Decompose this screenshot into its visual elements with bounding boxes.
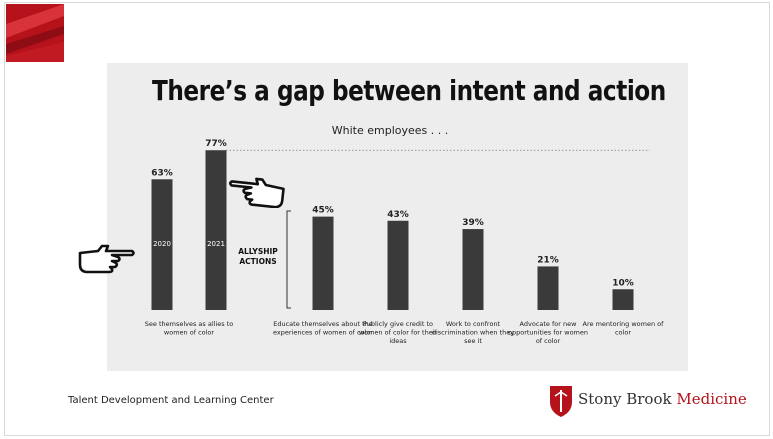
category-label: Educate themselves about the experiences …	[273, 320, 373, 337]
bar	[312, 216, 334, 310]
category-label: Work to confront discrimination when they…	[432, 320, 514, 345]
data-label: 77%	[205, 139, 227, 149]
allyship-label-line2: ACTIONS	[239, 257, 276, 266]
footer-text: Talent Development and Learning Center	[68, 395, 274, 406]
bar	[151, 179, 173, 310]
logo-name: Stony Brook	[578, 390, 672, 408]
bar-year-label: 2020	[153, 240, 171, 248]
logo-accent: Medicine	[676, 390, 747, 408]
pointing-hand-right-icon	[78, 244, 135, 274]
category-label: Advocate for new opportunities for women o…	[508, 320, 588, 345]
data-label: 45%	[312, 206, 334, 216]
stony-brook-medicine-logo: Stony Brook Medicine	[548, 384, 747, 420]
pointing-hand-left-icon	[228, 177, 285, 208]
data-label: 10%	[612, 278, 634, 288]
chart-subtitle: White employees . . .	[331, 124, 449, 137]
bar	[387, 220, 409, 310]
corner-logo-icon	[6, 4, 64, 62]
category-label: Publicly give credit to women of color fo…	[359, 320, 438, 345]
data-label: 43%	[387, 210, 409, 220]
logo-text: Stony Brook Medicine	[578, 390, 747, 408]
allyship-bracket	[286, 210, 291, 309]
slide-border	[4, 2, 770, 436]
bar	[612, 289, 634, 310]
bar-year-label: 2021	[207, 240, 225, 248]
category-label: See themselves as allies to women of colo…	[145, 320, 234, 337]
allyship-label-line1: ALLYSHIP	[238, 247, 278, 256]
page-title: There’s a gap between intent and action	[152, 74, 666, 107]
bar	[462, 229, 484, 310]
bar	[537, 266, 559, 310]
shield-icon	[550, 386, 572, 417]
data-label: 39%	[462, 218, 484, 228]
bar	[205, 150, 227, 310]
category-label: Are mentoring women of color	[583, 320, 665, 337]
data-label: 63%	[151, 168, 173, 178]
data-label: 21%	[537, 255, 559, 265]
chart-panel	[107, 63, 688, 371]
